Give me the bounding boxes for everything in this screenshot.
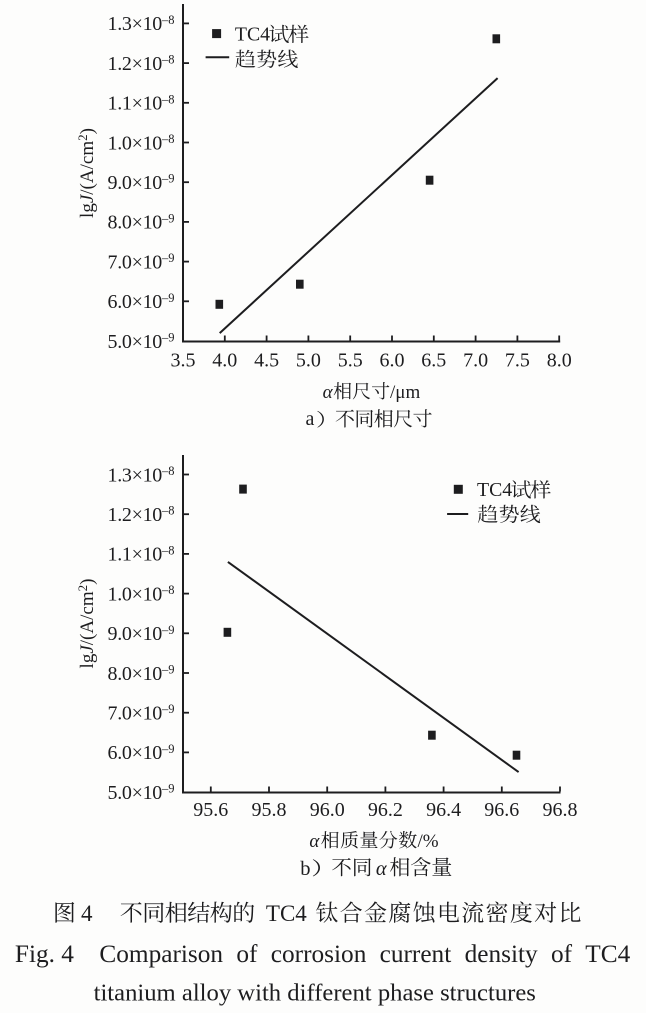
svg-text:1.0×10–8: 1.0×10–8 xyxy=(108,132,175,154)
svg-text:Fig. 4: Fig. 4 xyxy=(15,940,74,968)
svg-text:6.0×10–9: 6.0×10–9 xyxy=(108,291,175,313)
svg-text:1.2×10–8: 1.2×10–8 xyxy=(108,504,175,526)
svg-text:1.3×10–8: 1.3×10–8 xyxy=(108,464,175,486)
svg-text:corrosion: corrosion xyxy=(271,940,367,968)
svg-text:4: 4 xyxy=(81,901,93,926)
svg-text:5.0×10–9: 5.0×10–9 xyxy=(108,331,175,353)
svg-text:TC4: TC4 xyxy=(235,24,270,46)
svg-text:96.4: 96.4 xyxy=(426,799,461,821)
svg-text:6.0×10–9: 6.0×10–9 xyxy=(108,742,175,764)
svg-text:TC4: TC4 xyxy=(266,901,307,926)
svg-text:density: density xyxy=(465,940,538,968)
svg-text:96.2: 96.2 xyxy=(368,799,403,821)
svg-text:7.0×10–9: 7.0×10–9 xyxy=(108,702,175,724)
svg-text:95.8: 95.8 xyxy=(252,799,287,821)
svg-text:/%: /% xyxy=(418,831,439,852)
svg-text:5.5: 5.5 xyxy=(338,350,363,372)
svg-text:96.0: 96.0 xyxy=(310,799,345,821)
svg-text:current: current xyxy=(380,940,452,968)
svg-text:1.1×10–8: 1.1×10–8 xyxy=(108,543,175,565)
svg-text:95.6: 95.6 xyxy=(193,799,228,821)
svg-text:7.5: 7.5 xyxy=(505,350,530,372)
svg-text:lgJ/(A/cm2): lgJ/(A/cm2) xyxy=(75,128,98,218)
svg-text:9.0×10–9: 9.0×10–9 xyxy=(108,172,175,194)
svg-text:7.0×10–9: 7.0×10–9 xyxy=(108,251,175,273)
svg-text:Comparison: Comparison xyxy=(99,940,223,968)
svg-text:7.0: 7.0 xyxy=(463,350,488,372)
svg-text:5.0: 5.0 xyxy=(296,350,321,372)
svg-text:8.0×10–9: 8.0×10–9 xyxy=(108,663,175,685)
svg-text:6.0: 6.0 xyxy=(380,350,405,372)
svg-text:α: α xyxy=(376,858,388,880)
svg-text:8.0×10–9: 8.0×10–9 xyxy=(108,211,175,233)
svg-text:3.5: 3.5 xyxy=(171,350,196,372)
svg-text:9.0×10–9: 9.0×10–9 xyxy=(108,623,175,645)
svg-text:4.5: 4.5 xyxy=(254,350,279,372)
svg-text:TC4: TC4 xyxy=(585,940,630,968)
svg-text:1.1×10–8: 1.1×10–8 xyxy=(108,92,175,114)
svg-text:1.0×10–8: 1.0×10–8 xyxy=(108,583,175,605)
svg-text:lgJ/(A/cm2): lgJ/(A/cm2) xyxy=(75,579,98,669)
svg-text:96.6: 96.6 xyxy=(484,799,519,821)
svg-text:TC4: TC4 xyxy=(477,479,512,501)
svg-text:8.0: 8.0 xyxy=(547,350,572,372)
svg-text:of: of xyxy=(236,940,258,968)
svg-text:1.2×10–8: 1.2×10–8 xyxy=(108,53,175,75)
svg-text:of: of xyxy=(551,940,573,968)
svg-text:6.5: 6.5 xyxy=(421,350,446,372)
svg-text:1.3×10–8: 1.3×10–8 xyxy=(108,13,175,35)
svg-text:5.0×10–9: 5.0×10–9 xyxy=(108,782,175,804)
svg-text:96.8: 96.8 xyxy=(543,799,578,821)
svg-text:4.0: 4.0 xyxy=(212,350,237,372)
svg-text:α: α xyxy=(323,382,334,403)
svg-text:a: a xyxy=(306,408,315,430)
svg-text:b: b xyxy=(300,858,310,880)
svg-text:α: α xyxy=(309,831,320,852)
svg-text:/μm: /μm xyxy=(390,382,420,403)
svg-text:titanium alloy with different: titanium alloy with different phase stru… xyxy=(94,980,536,1007)
